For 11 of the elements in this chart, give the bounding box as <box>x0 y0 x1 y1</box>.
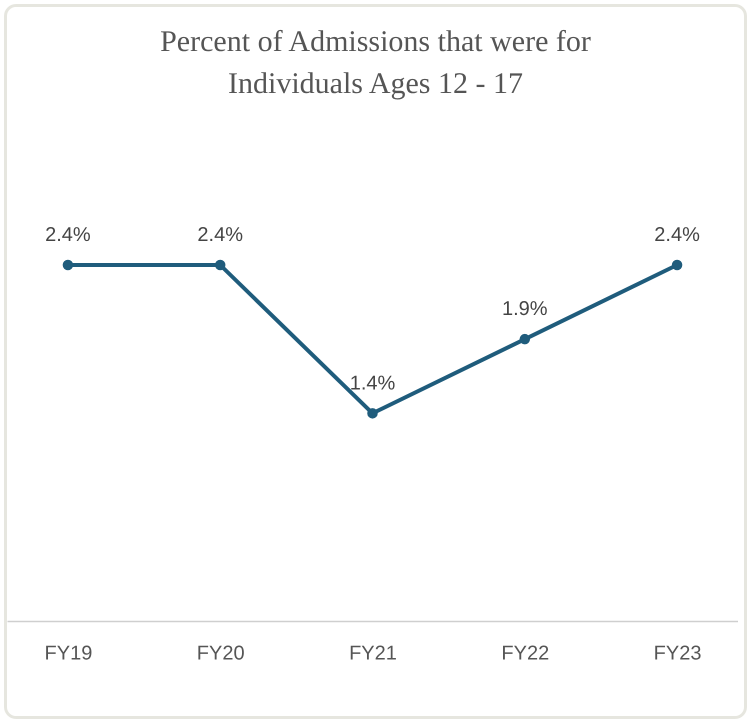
chart-title: Percent of Admissions that were for Individuals Ages 12 - 17 <box>159 24 592 102</box>
x-tick-label: FY20 <box>196 642 245 664</box>
data-label: 2.4% <box>45 224 91 246</box>
x-tick-label: FY22 <box>501 642 550 664</box>
data-label: 1.4% <box>350 372 396 394</box>
data-label: 2.4% <box>654 224 700 246</box>
x-tick-label: FY23 <box>654 642 702 664</box>
x-tick-label: FY21 <box>349 642 397 664</box>
x-tick-label: FY19 <box>44 642 92 664</box>
data-label: 1.9% <box>502 298 548 320</box>
data-label: 2.4% <box>197 224 244 246</box>
